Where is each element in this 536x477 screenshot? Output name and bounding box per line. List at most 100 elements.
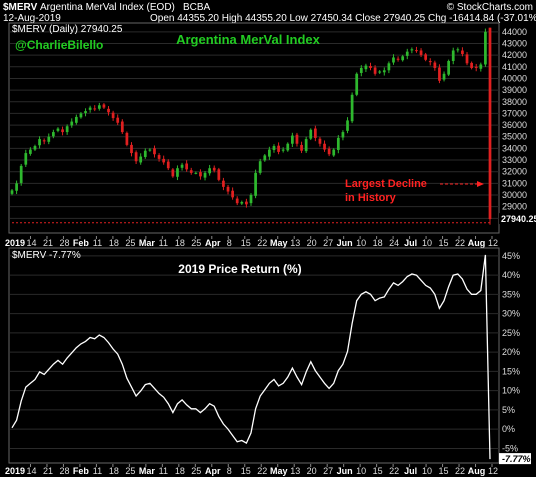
candle-body <box>424 54 428 60</box>
price-tick-label: 36000 <box>502 120 527 130</box>
return-tick-label: 45% <box>502 251 520 261</box>
price-tick-label: 30000 <box>502 190 527 200</box>
candle-body <box>355 73 359 95</box>
candlestick-series <box>10 27 492 225</box>
price-tick-label: 32000 <box>502 167 527 177</box>
price-tick-label: 38000 <box>502 97 527 107</box>
candle-body <box>405 51 409 56</box>
price-tick-label: 37000 <box>502 108 527 118</box>
price-panel-frame <box>8 22 500 234</box>
return-x-tick-label: 15 <box>373 466 383 476</box>
price-x-tick-label: Mar <box>139 238 156 248</box>
candle-body <box>226 186 230 192</box>
return-panel-frame <box>8 247 500 464</box>
return-y-axis: -5% 0% 5% 10% 15% 20% 25% 30% 35% 40% 45% <box>502 251 520 454</box>
candle-body <box>378 71 382 73</box>
return-x-tick-label: 11 <box>93 466 102 476</box>
candle-body <box>102 104 106 108</box>
return-x-tick-label: Apr <box>205 466 221 476</box>
candle-body <box>180 164 184 168</box>
price-x-axis: 2019 14 21 28 Feb 11 18 25 Mar 11 18 25 Apr 8 15 22 May 1… <box>5 236 498 248</box>
last-price-box <box>499 213 535 225</box>
candle-body <box>148 149 152 151</box>
symbol-label: $MERV <box>3 2 38 13</box>
candle-body <box>19 165 23 183</box>
price-x-tick-label: 24 <box>389 238 399 248</box>
return-x-tick-label: 22 <box>389 466 399 476</box>
watermark: © StockCharts.com <box>447 2 533 13</box>
candle-body <box>189 170 193 173</box>
return-tick-label: 5% <box>502 405 515 415</box>
candle-body <box>194 172 198 174</box>
candle-body <box>382 70 386 73</box>
candle-body <box>249 195 253 204</box>
price-tick-label: 35000 <box>502 132 527 142</box>
candle-body <box>51 132 55 137</box>
candle-body <box>387 63 391 71</box>
return-grid <box>10 255 499 449</box>
candle-body <box>47 136 51 142</box>
return-tick-label: 40% <box>502 270 520 280</box>
candle-body <box>231 190 234 198</box>
candle-body <box>484 31 487 65</box>
price-x-tick-label: 14 <box>26 238 36 248</box>
price-x-tick-label: 25 <box>125 238 135 248</box>
candle-body <box>171 169 175 177</box>
price-tick-label: 31000 <box>502 178 527 188</box>
candle-body <box>199 172 202 177</box>
return-x-tick-label: 25 <box>125 466 135 476</box>
price-y-axis: 2800029000300003100032000330003400035000… <box>502 27 527 224</box>
price-x-tick-label: 11 <box>93 238 102 248</box>
return-tick-label: 10% <box>502 386 520 396</box>
candle-body <box>93 108 97 110</box>
candle-body <box>185 163 189 170</box>
candle-body <box>336 137 340 150</box>
candle-body <box>272 146 276 150</box>
price-x-tick-label: 15 <box>241 238 251 248</box>
return-x-tick-label: 10 <box>422 466 432 476</box>
return-tick-label: 20% <box>502 347 520 357</box>
price-x-tick-label: 25 <box>191 238 201 248</box>
return-x-tick-label: 20 <box>307 466 317 476</box>
return-x-tick-label: Jul <box>404 466 417 476</box>
candle-body <box>300 144 303 151</box>
candle-body <box>268 149 271 157</box>
candle-body <box>401 56 405 61</box>
candle-body <box>350 94 354 122</box>
candle-body <box>120 121 124 133</box>
candle-body <box>461 50 464 54</box>
candle-body <box>277 145 280 152</box>
return-line <box>11 254 491 460</box>
candle-body <box>433 62 437 68</box>
candle-body <box>419 50 423 56</box>
return-x-tick-label: 15 <box>439 466 449 476</box>
candle-body <box>24 153 28 165</box>
candle-body <box>451 50 455 61</box>
candle-body <box>176 168 179 177</box>
candle-body <box>442 73 446 80</box>
candle-body <box>240 202 244 204</box>
price-tick-label: 42000 <box>502 50 527 60</box>
return-x-tick-label: Aug <box>468 466 486 476</box>
price-x-tick-label: 21 <box>43 238 53 248</box>
return-x-tick-label: 22 <box>257 466 267 476</box>
candle-body <box>359 67 363 73</box>
return-tick-label: -5% <box>502 443 518 453</box>
candle-body <box>313 128 317 138</box>
price-tick-label: 29000 <box>502 202 527 212</box>
candle-body <box>33 146 37 150</box>
ohlc-label: Open 44355.20 High 44355.20 Low 27450.34… <box>150 13 536 24</box>
return-x-tick-label: 13 <box>290 466 300 476</box>
return-x-tick-label: 25 <box>191 466 201 476</box>
return-x-tick-label: 18 <box>175 466 185 476</box>
return-x-tick-label: 11 <box>159 466 168 476</box>
price-x-tick-label: Jul <box>404 238 417 248</box>
price-tick-label: 39000 <box>502 85 527 95</box>
return-x-tick-label: 14 <box>26 466 36 476</box>
candle-body <box>438 67 441 81</box>
price-x-tick-label: 10 <box>422 238 432 248</box>
price-x-tick-label: 22 <box>455 238 465 248</box>
price-x-tick-label: 27 <box>323 238 333 248</box>
author-handle: @CharlieBilello <box>15 38 103 52</box>
price-x-tick-label: 18 <box>373 238 383 248</box>
